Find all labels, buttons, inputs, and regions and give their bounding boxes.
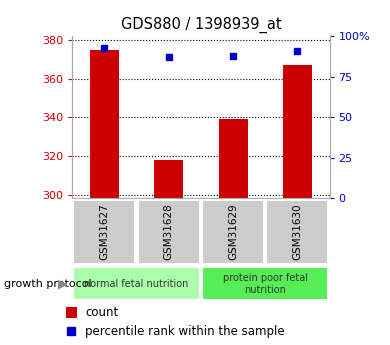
Bar <box>283 65 312 198</box>
Bar <box>90 50 119 198</box>
Text: count: count <box>85 306 118 319</box>
Bar <box>138 200 200 264</box>
Bar <box>73 267 200 300</box>
Bar <box>202 267 328 300</box>
Text: GSM31629: GSM31629 <box>228 204 238 260</box>
Bar <box>266 200 328 264</box>
Text: normal fetal nutrition: normal fetal nutrition <box>84 279 189 289</box>
Text: protein poor fetal
nutrition: protein poor fetal nutrition <box>223 273 308 295</box>
Text: growth protocol: growth protocol <box>4 279 92 289</box>
Text: GSM31628: GSM31628 <box>164 204 174 260</box>
Text: GSM31630: GSM31630 <box>292 204 302 260</box>
Bar <box>73 200 135 264</box>
Text: percentile rank within the sample: percentile rank within the sample <box>85 325 285 338</box>
Bar <box>66 307 77 318</box>
Text: GSM31627: GSM31627 <box>99 204 109 260</box>
Bar <box>154 160 183 198</box>
Bar <box>218 119 248 198</box>
Bar <box>202 200 264 264</box>
Text: ▶: ▶ <box>58 277 67 290</box>
Title: GDS880 / 1398939_at: GDS880 / 1398939_at <box>121 17 281 33</box>
